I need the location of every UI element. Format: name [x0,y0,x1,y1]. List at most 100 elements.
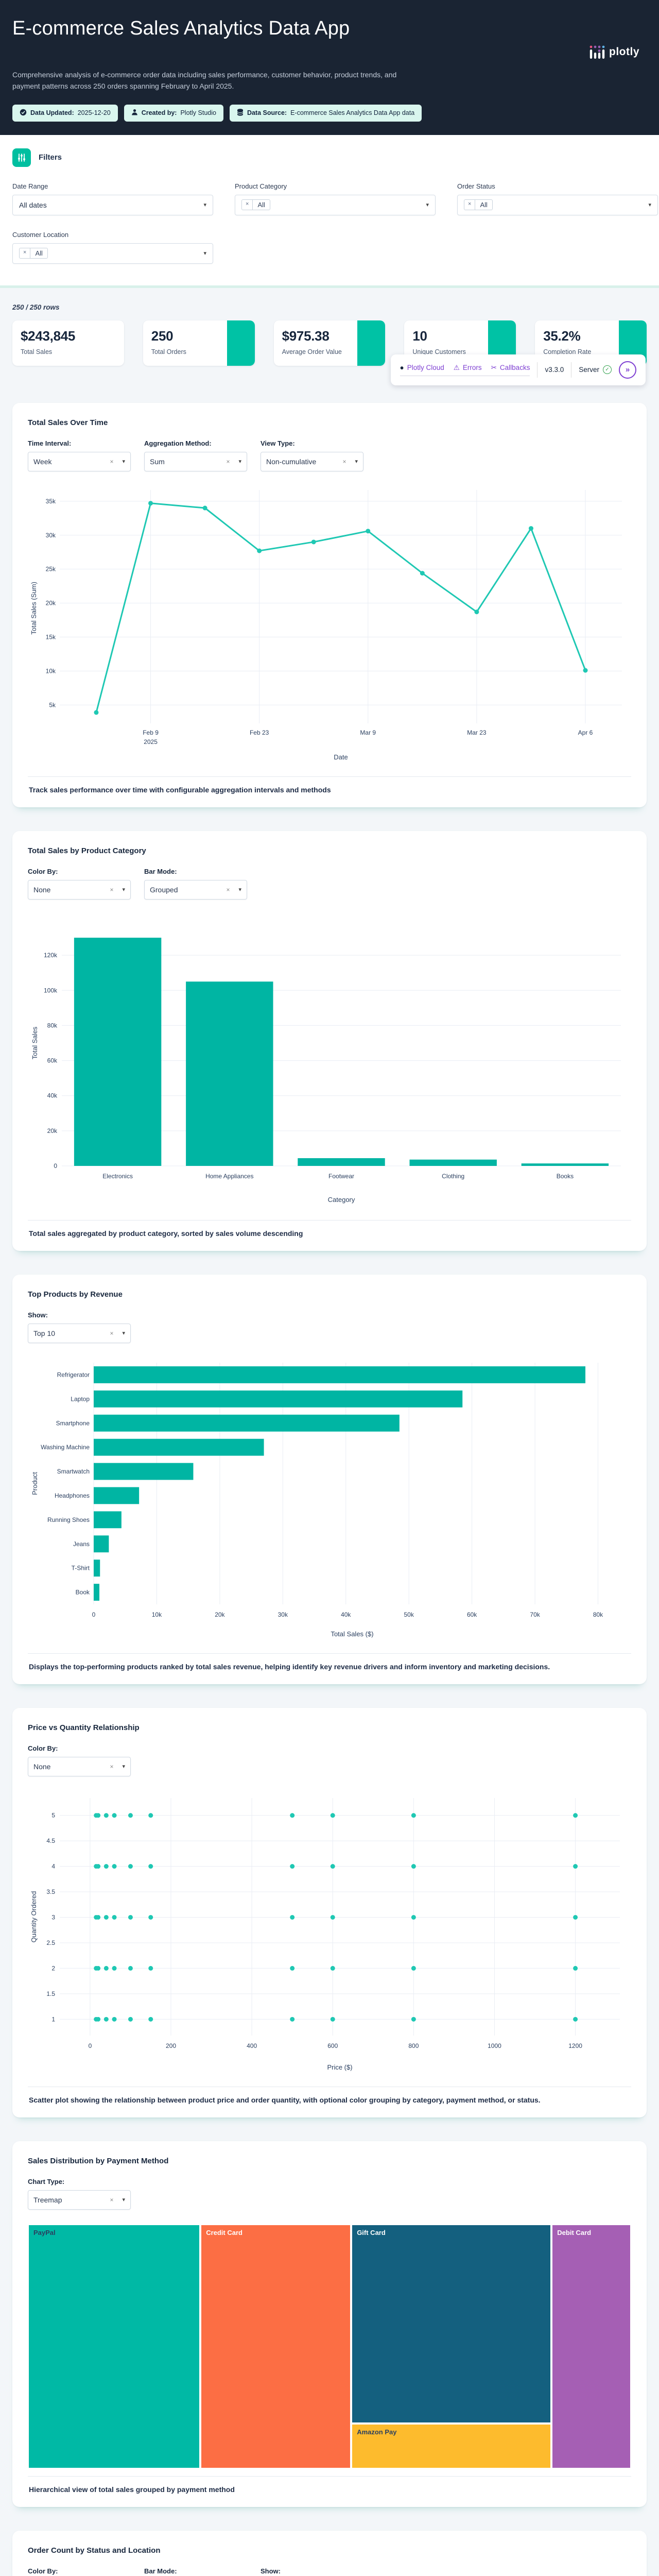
chart-area[interactable]: 0 20k 40k 60k 80k 100k 120k Electronics Home App… [28,914,631,1213]
control-dropdown[interactable]: Grouped × ▾ [144,879,247,900]
chart-card-title: Order Count by Status and Location [28,2546,161,2555]
treemap-tile-debit-card[interactable]: Debit Card [551,2224,631,2469]
chart-area[interactable]: 0 200 400 600 800 1000 1200 1 1.5 2 2.5 3 3.5 4 4.5 5 Pr… [28,1791,631,2079]
svg-text:Total Sales: Total Sales [31,1026,39,1059]
control-group: Color By: None × ▾ [28,868,131,900]
plotly-logo-text: plotly [609,46,639,58]
svg-text:60k: 60k [467,1611,477,1618]
chart-caption: Track sales performance over time with c… [28,776,631,798]
filter-field-order-status: Order Status × All ▾ [457,182,658,215]
chart-card-0: Total Sales Over Time Time Interval: Week ×… [12,402,647,807]
clear-icon[interactable]: × [110,886,114,893]
svg-text:Home Appliances: Home Appliances [205,1173,253,1180]
svg-text:Mar 9: Mar 9 [360,729,376,736]
badge-value: Plotly Studio [180,109,216,117]
control-label: Color By: [28,867,58,875]
control-dropdown[interactable]: None × ▾ [28,1756,131,1776]
treemap-tile-gift-card[interactable]: Gift Card [351,2224,552,2424]
header-badge: Created by: Plotly Studio [124,104,223,122]
chevron-down-icon: ▾ [238,887,241,893]
toolbar-item-callbacks[interactable]: ✂ Callbacks [491,364,530,372]
control-dropdown[interactable]: Week × ▾ [28,451,131,471]
chart-card-3: Price vs Quantity Relationship Color By: N… [12,1707,647,2117]
filter-dropdown[interactable]: × All ▾ [12,243,213,264]
svg-text:20k: 20k [46,599,56,606]
clear-icon[interactable]: × [110,1329,114,1337]
version-label: v3.3.0 [545,366,564,374]
collapse-toolbar-button[interactable]: » [619,361,636,379]
clear-icon[interactable]: × [226,886,230,893]
svg-text:1: 1 [51,2015,55,2023]
filter-dropdown[interactable]: All dates ▾ [12,194,213,215]
app-subtitle: Comprehensive analysis of e-commerce ord… [12,71,397,91]
control-dropdown[interactable]: Sum × ▾ [144,451,247,471]
badge-label: Data Source: [247,109,287,117]
chip-remove-icon[interactable]: × [464,200,476,210]
svg-text:Books: Books [557,1173,574,1180]
chevron-down-icon: ▾ [203,202,206,209]
control-dropdown[interactable]: Top 10 × ▾ [28,1323,131,1343]
svg-text:4.5: 4.5 [46,1837,55,1844]
treemap-tile-credit-card[interactable]: Credit Card [200,2224,352,2469]
chip-remove-icon[interactable]: × [242,200,253,210]
control-dropdown[interactable]: Non-cumulative × ▾ [261,451,363,471]
filter-dropdown[interactable]: × All ▾ [235,194,436,215]
svg-text:Price ($): Price ($) [327,2063,352,2071]
svg-text:Mar 23: Mar 23 [467,729,487,736]
clear-icon[interactable]: × [226,457,230,465]
svg-text:1.5: 1.5 [46,1990,55,1997]
kpi-row: $243,845 Total Sales 250 Total Orders $975.3… [12,320,647,366]
treemap-tile-amazon-pay[interactable]: Amazon Pay [351,2423,552,2469]
control-group: Bar Mode: Grouped × ▾ [144,868,247,900]
chart-controls: Show: Top 10 × ▾ [28,1311,631,1343]
treemap-tile-paypal[interactable]: PayPal [28,2224,201,2469]
selected-value: All dates [19,200,47,209]
clear-icon[interactable]: × [110,1762,114,1770]
chart-card-5: Order Count by Status and Location Color … [12,2530,647,2576]
svg-text:1200: 1200 [568,2042,582,2049]
dashboard-main: 250 / 250 rows $243,845 Total Sales 250 Tot… [0,287,659,2576]
control-label: Aggregation Method: [144,439,212,447]
svg-text:20k: 20k [215,1611,225,1618]
svg-text:Total Sales (Sum): Total Sales (Sum) [30,582,38,635]
clear-icon[interactable]: × [110,2196,114,2204]
svg-text:0: 0 [54,1162,57,1170]
selected-value-chip: × All [19,248,48,259]
kpi-label: Total Orders [151,348,186,355]
svg-text:Date: Date [334,753,348,761]
toolbar-item-plotly-cloud[interactable]: ● Plotly Cloud [400,364,444,372]
treemap-chart: PayPal Credit Card Gift Card Amazon Pay Debi… [28,2224,631,2469]
chart-controls: Color By: None × ▾ [28,1744,631,1776]
chip-remove-icon[interactable]: × [20,248,31,259]
person-icon [131,109,138,117]
chart-controls: Chart Type: Treemap × ▾ [28,2178,631,2210]
svg-text:Smartwatch: Smartwatch [57,1468,90,1475]
cloud-icon: ● [400,364,404,372]
chevron-down-icon: ▾ [122,1764,125,1770]
svg-text:70k: 70k [530,1611,540,1618]
chart-area[interactable]: 0 10k 20k 30k 40k 50k 60k 70k 80k Refrigerator Lap… [28,1358,631,1646]
chart-area[interactable]: 5k 10k 15k 20k 25k 30k 35k Feb 9 2025 Feb 23 Mar 9… [28,486,631,769]
filter-dropdown[interactable]: × All ▾ [457,194,658,215]
kpi-value: 250 [151,328,174,344]
kpi-label: Average Order Value [282,348,342,355]
badge-value: E-commerce Sales Analytics Data App data [290,109,415,117]
control-dropdown[interactable]: None × ▾ [28,879,131,900]
chart-area[interactable]: PayPal Credit Card Gift Card Amazon Pay Debi… [28,2224,631,2469]
control-dropdown[interactable]: Treemap × ▾ [28,2190,131,2210]
clear-icon[interactable]: × [110,457,114,465]
control-group: Chart Type: Treemap × ▾ [28,2178,131,2210]
chart-card-4: Sales Distribution by Payment Method Char… [12,2141,647,2507]
toolbar-item-errors[interactable]: ⚠ Errors [454,364,482,372]
check-circle-icon [20,109,27,117]
svg-text:Smartphone: Smartphone [56,1419,90,1427]
control-group: Show:All×▾ [261,2567,363,2576]
selected-value: Top 10 [33,1329,56,1337]
svg-text:30k: 30k [46,532,56,539]
filter-field-date-range: Date Range All dates ▾ [12,182,213,215]
svg-text:30k: 30k [278,1611,288,1618]
chart-card-title: Top Products by Revenue [28,1290,123,1299]
filter-field-customer-location: Customer Location × All ▾ [12,231,213,264]
chevron-down-icon: ▾ [203,250,206,257]
clear-icon[interactable]: × [342,457,346,465]
